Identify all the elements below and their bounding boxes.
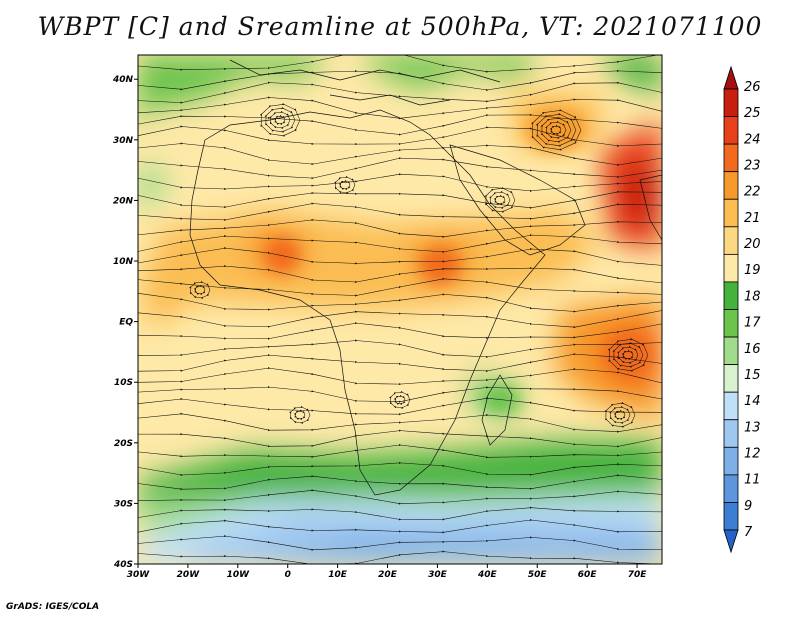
colorbar-label: 16 xyxy=(744,342,761,357)
colorbar-label: 14 xyxy=(744,394,761,409)
y-tick-label: 20S xyxy=(114,439,133,449)
y-tick-label: 30N xyxy=(113,136,134,146)
y-tick-label: EQ xyxy=(119,318,133,328)
map-plot-area: 30W 20W 10W 0 10E 20E 30E 40E 50E 60E 70E 40N 30N 20… xyxy=(112,54,663,580)
colorbar-label: 26 xyxy=(744,80,761,95)
colorbar-label: 19 xyxy=(744,263,761,278)
y-tick-label: 20N xyxy=(113,196,134,206)
x-tick-label: 60E xyxy=(578,570,598,580)
colorbar-swatch xyxy=(723,116,739,145)
colorbar-swatch xyxy=(723,309,739,338)
colorbar-label: 23 xyxy=(744,159,761,174)
streamline xyxy=(289,405,311,424)
footer-credit: GrADS: IGES/COLA xyxy=(6,602,100,612)
x-tick-label: 70E xyxy=(628,570,648,580)
colorbar-swatch xyxy=(723,502,739,531)
streamline xyxy=(138,218,662,238)
colorbar-swatch xyxy=(723,474,739,503)
streamline xyxy=(138,69,662,92)
colorbar-label: 11 xyxy=(744,473,761,488)
x-tick-label: 50E xyxy=(528,570,548,580)
colorbar-label: 25 xyxy=(744,106,761,121)
streamline xyxy=(138,339,662,359)
streamline xyxy=(138,173,662,193)
y-tick-label: 30S xyxy=(114,499,133,509)
coastlines xyxy=(189,59,662,496)
streamline xyxy=(259,103,301,137)
colorbar-min-arrow xyxy=(723,529,739,554)
streamline xyxy=(138,518,662,534)
streamline xyxy=(531,109,582,151)
streamline xyxy=(138,443,662,459)
streamline xyxy=(484,186,516,213)
colorbar-swatch xyxy=(723,88,739,117)
colorbar-swatch xyxy=(723,419,739,448)
streamline xyxy=(138,461,662,477)
y-tick-label: 10S xyxy=(114,378,133,388)
streamline xyxy=(138,55,660,73)
x-tick-label: 30E xyxy=(428,570,448,580)
colorbar-swatch xyxy=(723,143,739,173)
x-tick-label: 10E xyxy=(328,570,348,580)
colorbar-label: 13 xyxy=(744,420,761,435)
chart-title: WBPT [C] and Sreamline at 500hPa, VT: 20… xyxy=(37,12,763,41)
streamline xyxy=(334,175,356,194)
streamline xyxy=(138,353,662,373)
streamline xyxy=(138,534,662,551)
colorbar-swatch xyxy=(723,226,739,255)
colorbar-label: 17 xyxy=(744,316,761,331)
plot-frame xyxy=(137,54,663,565)
colorbar-swatch xyxy=(723,364,739,393)
y-tick-label: 40S xyxy=(113,560,133,570)
colorbar-label: 9 xyxy=(744,499,752,514)
streamline xyxy=(138,474,662,491)
x-tick-label: 10W xyxy=(227,570,251,580)
colorbar-label: 22 xyxy=(744,185,761,200)
colorbar-swatch xyxy=(723,336,739,366)
colorbar-label: 24 xyxy=(744,132,761,147)
colorbar-label: 15 xyxy=(744,368,761,383)
streamline xyxy=(189,280,211,299)
colorbar-label: 18 xyxy=(744,289,761,304)
streamline xyxy=(138,277,662,297)
colorbar-max-arrow xyxy=(723,65,739,90)
colorbar-swatch xyxy=(723,171,739,200)
streamline xyxy=(138,550,662,564)
streamline xyxy=(138,81,662,104)
streamline xyxy=(604,401,636,428)
streamline xyxy=(138,366,662,386)
streamline xyxy=(138,247,662,266)
streamlines xyxy=(138,55,662,564)
colorbar-label: 7 xyxy=(744,525,753,540)
y-tick-label: 40N xyxy=(112,75,134,85)
colorbar-swatch xyxy=(723,391,739,421)
streamline xyxy=(138,264,662,284)
colorbar-swatch xyxy=(723,253,739,283)
colorbar-label: 21 xyxy=(744,211,761,226)
streamline xyxy=(138,322,662,340)
colorbar-swatch xyxy=(723,446,739,476)
y-tick-label: 10N xyxy=(113,257,134,267)
colorbar-label: 20 xyxy=(744,237,761,252)
streamline xyxy=(389,390,411,409)
x-tick-label: 20W xyxy=(177,570,201,580)
x-tick-label: 0 xyxy=(285,570,291,580)
colorbar-label: 12 xyxy=(744,446,761,461)
y-axis: 40N 30N 20N 10N EQ 10S 20S 30S 40S xyxy=(112,75,138,570)
streamline xyxy=(138,489,662,505)
colorbar: 26 25 24 23 22 21 20 19 18 17 16 15 14 13 12 11 9 7 xyxy=(723,65,761,554)
colorbar-swatch xyxy=(723,198,739,228)
x-axis: 30W 20W 10W 0 10E 20E 30E 40E 50E 60E 70E xyxy=(127,564,647,580)
x-tick-label: 20E xyxy=(378,570,398,580)
x-tick-label: 30W xyxy=(127,570,151,580)
streamline xyxy=(607,338,649,372)
colorbar-swatch xyxy=(723,281,739,310)
x-tick-label: 40E xyxy=(477,570,498,580)
